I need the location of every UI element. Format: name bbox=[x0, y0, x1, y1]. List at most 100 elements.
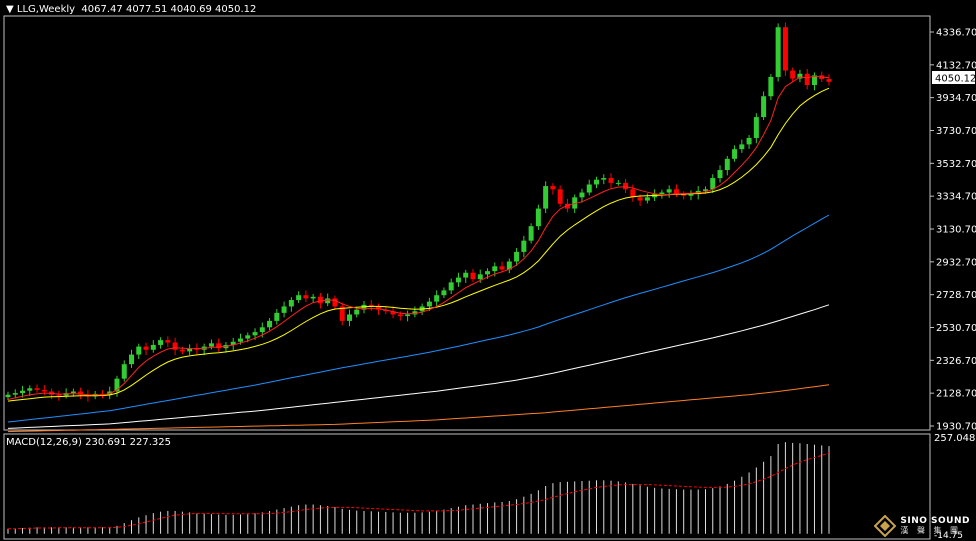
logo-mark-icon bbox=[874, 515, 897, 537]
candle-body bbox=[114, 378, 120, 392]
candle-body bbox=[543, 186, 549, 209]
current-price-label: 4050.12 bbox=[935, 74, 976, 85]
ma-slow2-line bbox=[7, 304, 830, 429]
candle-body bbox=[790, 70, 796, 79]
candle-body bbox=[41, 389, 47, 392]
candle-body bbox=[70, 391, 76, 394]
price-tick-label: 3730.70 bbox=[936, 126, 976, 137]
candle-body bbox=[20, 390, 26, 394]
candle-body bbox=[797, 73, 803, 79]
candle-body bbox=[630, 189, 636, 198]
candle-body bbox=[477, 274, 483, 280]
candle-body bbox=[339, 306, 345, 321]
candle-body bbox=[564, 203, 570, 209]
candle-body bbox=[826, 79, 832, 82]
candle-body bbox=[746, 137, 752, 145]
macd-header: MACD(12,26,9) 230.691 227.325 bbox=[6, 437, 172, 448]
price-tick-label: 4336.70 bbox=[936, 28, 976, 39]
candle-body bbox=[216, 343, 222, 349]
candle-body bbox=[485, 271, 491, 275]
price-tick-label: 1930.70 bbox=[936, 422, 976, 433]
candle-body bbox=[710, 178, 716, 190]
candle-body bbox=[811, 75, 817, 85]
candle-body bbox=[623, 182, 629, 190]
candle-body bbox=[666, 189, 672, 193]
candle-body bbox=[688, 194, 694, 196]
candle-body bbox=[165, 340, 171, 343]
candle-body bbox=[346, 314, 352, 321]
candle-body bbox=[274, 312, 280, 321]
candle-body bbox=[281, 306, 287, 313]
candle-body bbox=[775, 27, 781, 77]
candle-body bbox=[259, 327, 265, 333]
candle-body bbox=[208, 343, 214, 347]
candle-body bbox=[455, 277, 461, 283]
candle-body bbox=[761, 96, 767, 118]
candle-body bbox=[739, 144, 745, 150]
candle-body bbox=[368, 304, 374, 307]
candle-body bbox=[521, 240, 527, 252]
candle-body bbox=[332, 298, 338, 307]
candle-body bbox=[673, 189, 679, 195]
candle-body bbox=[434, 295, 440, 302]
price-tick-label: 3334.70 bbox=[936, 192, 976, 203]
ma-mid-line bbox=[7, 87, 830, 402]
candle-body bbox=[717, 170, 723, 179]
macd-pane-frame bbox=[3, 433, 931, 540]
candle-body bbox=[470, 272, 476, 280]
candle-body bbox=[499, 266, 505, 270]
price-tick-label: 3934.70 bbox=[936, 93, 976, 104]
candle-body bbox=[34, 388, 40, 390]
macd-min-label: -14.75 bbox=[934, 531, 963, 541]
candle-body bbox=[426, 301, 432, 307]
candle-body bbox=[129, 354, 135, 365]
candle-body bbox=[448, 282, 454, 291]
candle-body bbox=[78, 391, 84, 395]
candle-body bbox=[121, 364, 127, 379]
candle-body bbox=[376, 306, 382, 310]
candle-body bbox=[12, 393, 18, 395]
price-tick-label: 2728.70 bbox=[936, 290, 976, 301]
price-pane-frame bbox=[3, 15, 931, 431]
candle-body bbox=[579, 192, 585, 198]
macd-max-label: 257.048 bbox=[934, 433, 975, 444]
price-tick-label: 2530.70 bbox=[936, 323, 976, 334]
price-pane[interactable] bbox=[3, 15, 931, 433]
collapse-arrow-icon[interactable]: ▼ bbox=[6, 4, 14, 15]
macd-pane[interactable] bbox=[3, 433, 931, 540]
candle-body bbox=[608, 178, 614, 183]
candle-body bbox=[230, 341, 236, 345]
symbol-label: LLG,Weekly bbox=[16, 4, 76, 15]
candle-body bbox=[528, 226, 534, 241]
candle-body bbox=[252, 332, 258, 336]
candle-body bbox=[317, 296, 323, 304]
candle-body bbox=[310, 296, 316, 299]
candle-body bbox=[514, 251, 520, 262]
candle-body bbox=[463, 272, 469, 278]
ma-fast-line bbox=[7, 75, 830, 400]
candle-body bbox=[681, 194, 687, 196]
logo-brand: SINO SOUND bbox=[900, 516, 970, 526]
candle-body bbox=[354, 309, 360, 315]
candle-body bbox=[405, 314, 411, 317]
price-axis: 4336.70 4132.70 3934.70 3730.70 3532.70 3334.… bbox=[930, 28, 976, 541]
candle-body bbox=[143, 346, 149, 350]
candle-body bbox=[724, 158, 730, 171]
candle-body bbox=[267, 320, 273, 328]
candle-body bbox=[397, 314, 403, 317]
ma-slow1-line bbox=[7, 214, 830, 423]
candle-body bbox=[535, 208, 541, 227]
candle-body bbox=[296, 295, 302, 301]
candle-body bbox=[601, 178, 607, 180]
candle-body bbox=[644, 197, 650, 201]
price-tick-label: 2326.70 bbox=[936, 356, 976, 367]
candle-body bbox=[768, 76, 774, 97]
candle-body bbox=[303, 295, 309, 299]
candle-body bbox=[325, 298, 331, 304]
candle-body bbox=[492, 266, 498, 272]
candle-body bbox=[732, 149, 738, 159]
candle-body bbox=[557, 189, 563, 204]
candle-body bbox=[572, 197, 578, 209]
price-tick-label: 3130.70 bbox=[936, 225, 976, 236]
